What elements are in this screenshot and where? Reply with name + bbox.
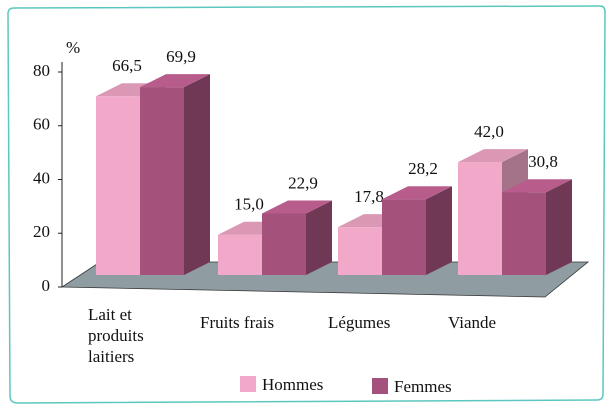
frame <box>7 5 606 404</box>
bar <box>458 162 502 275</box>
x-tick-label: Lait et produits laitiers <box>88 305 144 366</box>
x-tick-label: Viande <box>448 313 497 332</box>
bar <box>218 234 262 275</box>
value-label: 30,8 <box>528 152 558 171</box>
bar-top <box>262 200 332 214</box>
bar <box>338 227 382 275</box>
y-tick-label: 20 <box>33 222 50 241</box>
x-tick-label: Fruits frais <box>200 313 275 332</box>
bar <box>140 87 184 275</box>
bar <box>382 199 426 275</box>
y-tick-label: 80 <box>33 61 50 80</box>
value-label: 42,0 <box>474 122 504 141</box>
legend-label: Hommes <box>262 375 323 394</box>
bar-top <box>382 186 452 200</box>
bar-top <box>140 74 210 88</box>
value-label: 69,9 <box>166 47 196 66</box>
value-label: 28,2 <box>408 159 438 178</box>
value-label: 22,9 <box>288 173 318 192</box>
y-tick-label: 60 <box>33 115 50 134</box>
bar-top <box>458 149 528 163</box>
bar <box>502 192 546 275</box>
legend-swatch <box>372 378 388 394</box>
value-label: 17,8 <box>354 187 384 206</box>
value-label: 15,0 <box>234 195 264 214</box>
bar-side <box>546 179 572 275</box>
x-tick-label: Légumes <box>328 313 391 332</box>
legend-swatch <box>240 376 256 392</box>
bar <box>262 213 306 275</box>
bar <box>140 74 210 275</box>
bar-side <box>306 200 332 275</box>
y-axis-unit: % <box>66 38 80 57</box>
bar-top <box>502 179 572 193</box>
floor <box>60 261 590 298</box>
value-label: 66,5 <box>112 56 142 75</box>
bar <box>96 96 140 275</box>
bar <box>382 186 452 275</box>
bar <box>502 179 572 275</box>
bar-side <box>426 186 452 275</box>
legend-label: Femmes <box>394 377 452 396</box>
bar-side <box>184 74 210 275</box>
y-tick-label: 40 <box>33 168 50 187</box>
y-tick-label: 0 <box>42 276 51 295</box>
bar <box>262 200 332 275</box>
